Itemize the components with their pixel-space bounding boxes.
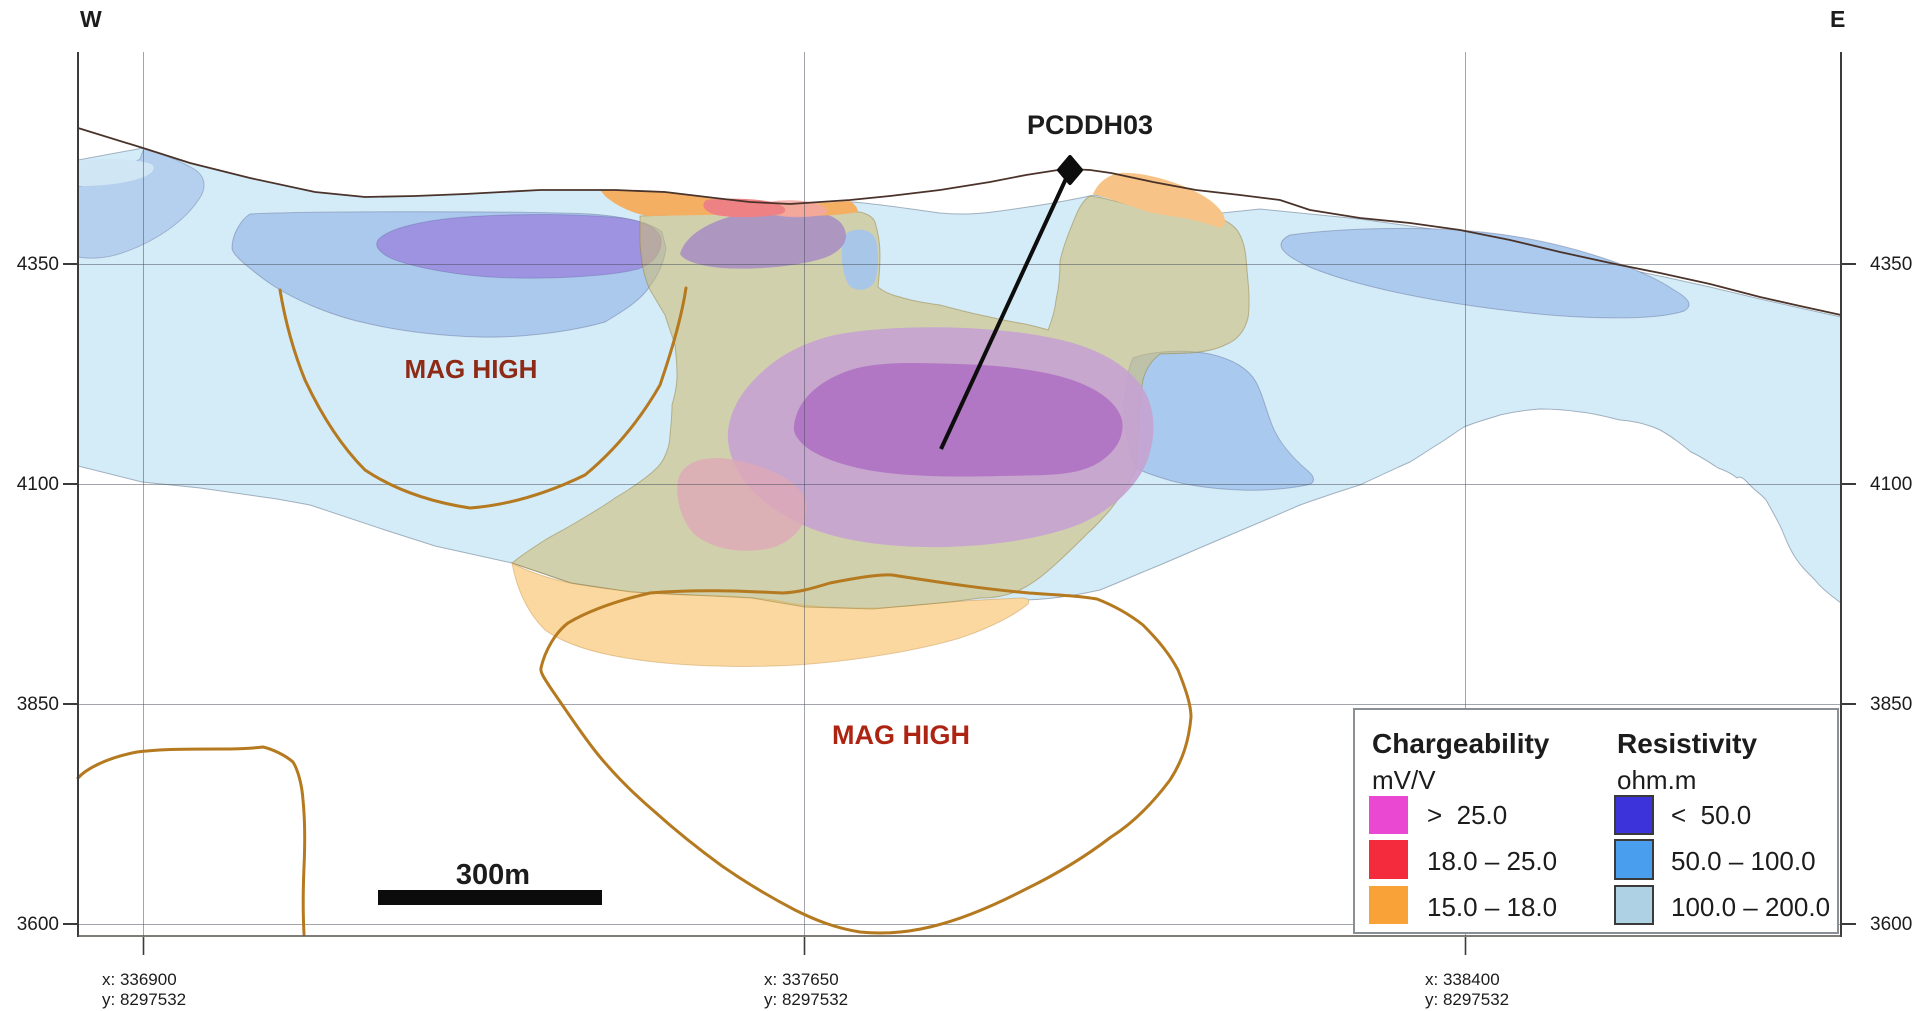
svg-text:3600: 3600 bbox=[17, 914, 59, 935]
svg-text:x: 336900: x: 336900 bbox=[102, 970, 177, 989]
svg-text:3600: 3600 bbox=[1870, 914, 1912, 935]
svg-text:4350: 4350 bbox=[1870, 254, 1912, 275]
svg-text:MAG HIGH: MAG HIGH bbox=[405, 354, 538, 384]
svg-text:50.0 – 100.0: 50.0 – 100.0 bbox=[1671, 846, 1816, 876]
svg-text:W: W bbox=[80, 6, 102, 32]
svg-text:E: E bbox=[1830, 6, 1845, 32]
svg-text:y: 8297532: y: 8297532 bbox=[1425, 990, 1509, 1009]
svg-text:MAG HIGH: MAG HIGH bbox=[832, 720, 970, 750]
svg-text:ohm.m: ohm.m bbox=[1617, 765, 1696, 795]
svg-text:300m: 300m bbox=[456, 859, 530, 891]
svg-text:mV/V: mV/V bbox=[1372, 765, 1436, 795]
svg-text:4100: 4100 bbox=[17, 474, 59, 495]
svg-text:> 25.0: > 25.0 bbox=[1427, 800, 1507, 830]
svg-text:x: 338400: x: 338400 bbox=[1425, 970, 1500, 989]
svg-text:< 50.0: < 50.0 bbox=[1671, 800, 1751, 830]
svg-text:x: 337650: x: 337650 bbox=[764, 970, 839, 989]
svg-text:Chargeability: Chargeability bbox=[1372, 728, 1550, 759]
svg-text:y: 8297532: y: 8297532 bbox=[102, 990, 186, 1009]
svg-text:4100: 4100 bbox=[1870, 474, 1912, 495]
svg-text:4350: 4350 bbox=[17, 254, 59, 275]
svg-text:100.0 – 200.0: 100.0 – 200.0 bbox=[1671, 892, 1830, 922]
svg-text:3850: 3850 bbox=[1870, 694, 1912, 715]
svg-text:15.0 – 18.0: 15.0 – 18.0 bbox=[1427, 892, 1557, 922]
svg-text:PCDDH03: PCDDH03 bbox=[1027, 110, 1153, 140]
svg-text:y: 8297532: y: 8297532 bbox=[764, 990, 848, 1009]
svg-text:3850: 3850 bbox=[17, 694, 59, 715]
svg-text:Resistivity: Resistivity bbox=[1617, 728, 1757, 759]
svg-text:18.0 – 25.0: 18.0 – 25.0 bbox=[1427, 846, 1557, 876]
